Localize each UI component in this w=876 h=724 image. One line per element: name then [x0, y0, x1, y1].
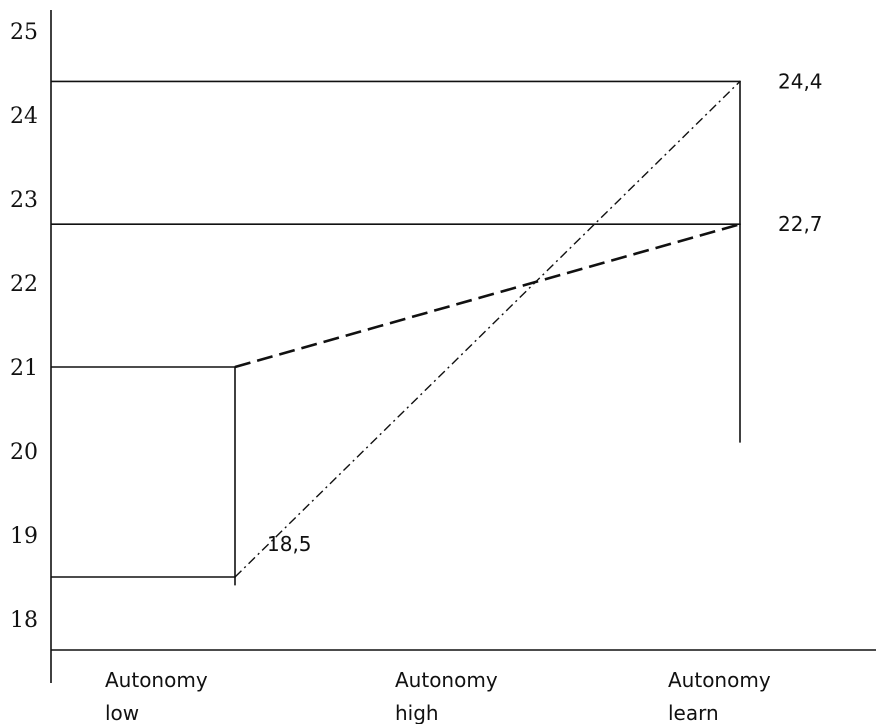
y-tick-label: 23 [10, 188, 38, 213]
series-point [234, 366, 236, 368]
y-tick-label: 19 [10, 524, 38, 549]
x-tick-label: Autonomy learn [668, 668, 771, 724]
series-point [739, 223, 741, 226]
x-tick-label: Autonomy low [105, 668, 208, 724]
data-label: 24,4 [778, 69, 823, 93]
series-point [739, 80, 741, 83]
y-tick-labels: 18 19 20 21 22 23 24 25 [10, 20, 38, 633]
series-line-dashed [234, 222, 741, 369]
x-tick-label: Autonomy high [395, 668, 498, 724]
data-labels: 24,4 22,7 18,5 [267, 69, 823, 556]
reference-lines [51, 80, 741, 586]
y-tick-label: 21 [10, 356, 38, 381]
axes [50, 10, 876, 683]
y-tick-label: 25 [10, 20, 38, 45]
y-tick-label: 22 [10, 272, 38, 297]
series-lines [234, 80, 741, 578]
data-label: 18,5 [267, 532, 312, 556]
x-tick-labels: Autonomy low Autonomy high Autonomy learn [105, 668, 771, 724]
data-label: 22,7 [778, 212, 823, 236]
y-tick-label: 20 [10, 440, 38, 465]
series-point [234, 576, 236, 578]
series-line-dash-dot [234, 80, 741, 578]
y-tick-label: 18 [10, 608, 38, 633]
y-tick-label: 24 [10, 104, 38, 129]
